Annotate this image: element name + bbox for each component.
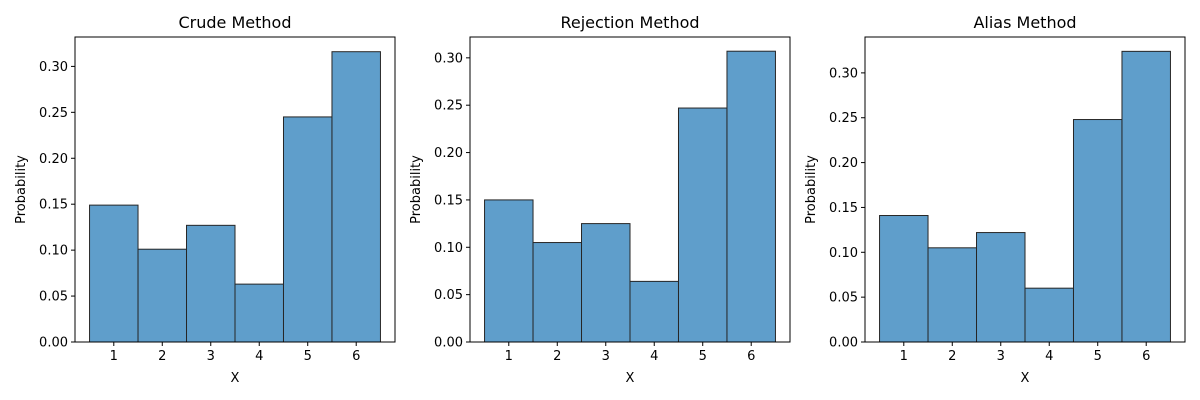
bar-1 — [879, 215, 929, 343]
x-tick-label: 6 — [747, 349, 755, 364]
bar-1 — [484, 199, 534, 343]
x-tick-label: 3 — [997, 349, 1005, 364]
y-tick-label: 0.00 — [39, 336, 68, 351]
x-axis-label: X — [1021, 371, 1030, 386]
y-tick-label: 0.05 — [39, 290, 68, 305]
x-tick-label: 1 — [505, 349, 513, 364]
bar-5 — [282, 116, 333, 343]
chart-panel-3: 1 2 3 4 5 6 0.00 0.05 0.10 0.15 0.20 0.25 0.30 Alias … — [804, 13, 1186, 386]
y-tick-label: 0.25 — [434, 99, 463, 114]
y-tick-label: 0.30 — [39, 60, 68, 75]
y-tick-label: 0.15 — [829, 201, 858, 216]
y-tick-label: 0.30 — [829, 66, 858, 81]
bar-4 — [234, 283, 284, 343]
bar-4 — [629, 280, 679, 343]
x-tick-label: 4 — [255, 349, 263, 364]
bar-6 — [331, 51, 381, 343]
chart-title: Rejection Method — [560, 13, 699, 32]
x-tick-label: 4 — [650, 349, 658, 364]
x-tick-label: 3 — [602, 349, 610, 364]
y-tick-label: 0.05 — [434, 288, 463, 303]
x-tick-label: 2 — [553, 349, 561, 364]
x-tick-label: 4 — [1045, 349, 1053, 364]
x-tick-label: 3 — [207, 349, 215, 364]
chart-panel-2: 1 2 3 4 5 6 0.00 0.05 0.10 0.15 0.20 0.25 0.30 Reject… — [409, 13, 791, 386]
chart-title: Alias Method — [973, 13, 1076, 32]
x-tick-label: 2 — [948, 349, 956, 364]
x-tick-label: 5 — [699, 349, 707, 364]
y-axis-label: Probability — [409, 155, 424, 224]
x-tick-label: 2 — [158, 349, 166, 364]
y-tick-label: 0.10 — [434, 241, 463, 256]
x-axis-label: X — [626, 371, 635, 386]
x-tick-label: 1 — [110, 349, 118, 364]
y-tick-label: 0.20 — [434, 146, 463, 161]
x-tick-label: 1 — [900, 349, 908, 364]
y-tick-label: 0.10 — [829, 246, 858, 261]
y-axis-label: Probability — [804, 155, 819, 224]
plot-frame — [864, 36, 1186, 343]
plot-frame — [469, 36, 791, 343]
x-tick-label: 6 — [1142, 349, 1150, 364]
bar-2 — [137, 248, 188, 343]
y-tick-label: 0.20 — [39, 152, 68, 167]
y-tick-label: 0.20 — [829, 156, 858, 171]
y-tick-label: 0.15 — [39, 198, 68, 213]
bar-5 — [677, 107, 728, 343]
bar-3 — [581, 223, 631, 343]
bar-2 — [532, 242, 583, 343]
y-tick-label: 0.25 — [829, 111, 858, 126]
bar-3 — [186, 224, 236, 343]
x-tick-label: 5 — [1094, 349, 1102, 364]
x-tick-label: 5 — [304, 349, 312, 364]
x-axis-label: X — [231, 371, 240, 386]
bar-6 — [1121, 50, 1171, 343]
chart-title: Crude Method — [179, 13, 292, 32]
y-tick-label: 0.30 — [434, 51, 463, 66]
bar-6 — [726, 50, 776, 343]
y-axis-label: Probability — [14, 155, 29, 224]
y-tick-label: 0.00 — [434, 336, 463, 351]
y-tick-label: 0.10 — [39, 244, 68, 259]
chart-panel-1: 1 2 3 4 5 6 0.00 0.05 0.10 0.15 0.20 0.25 0.30 Crude … — [14, 13, 396, 386]
bar-1 — [89, 204, 139, 343]
x-tick-label: 6 — [352, 349, 360, 364]
y-tick-label: 0.25 — [39, 106, 68, 121]
y-tick-label: 0.15 — [434, 193, 463, 208]
bar-2 — [927, 247, 978, 343]
plot-frame — [74, 36, 396, 343]
bar-3 — [976, 232, 1026, 343]
y-tick-label: 0.05 — [829, 291, 858, 306]
bar-4 — [1024, 287, 1074, 343]
y-tick-label: 0.00 — [829, 336, 858, 351]
bar-5 — [1072, 119, 1123, 343]
